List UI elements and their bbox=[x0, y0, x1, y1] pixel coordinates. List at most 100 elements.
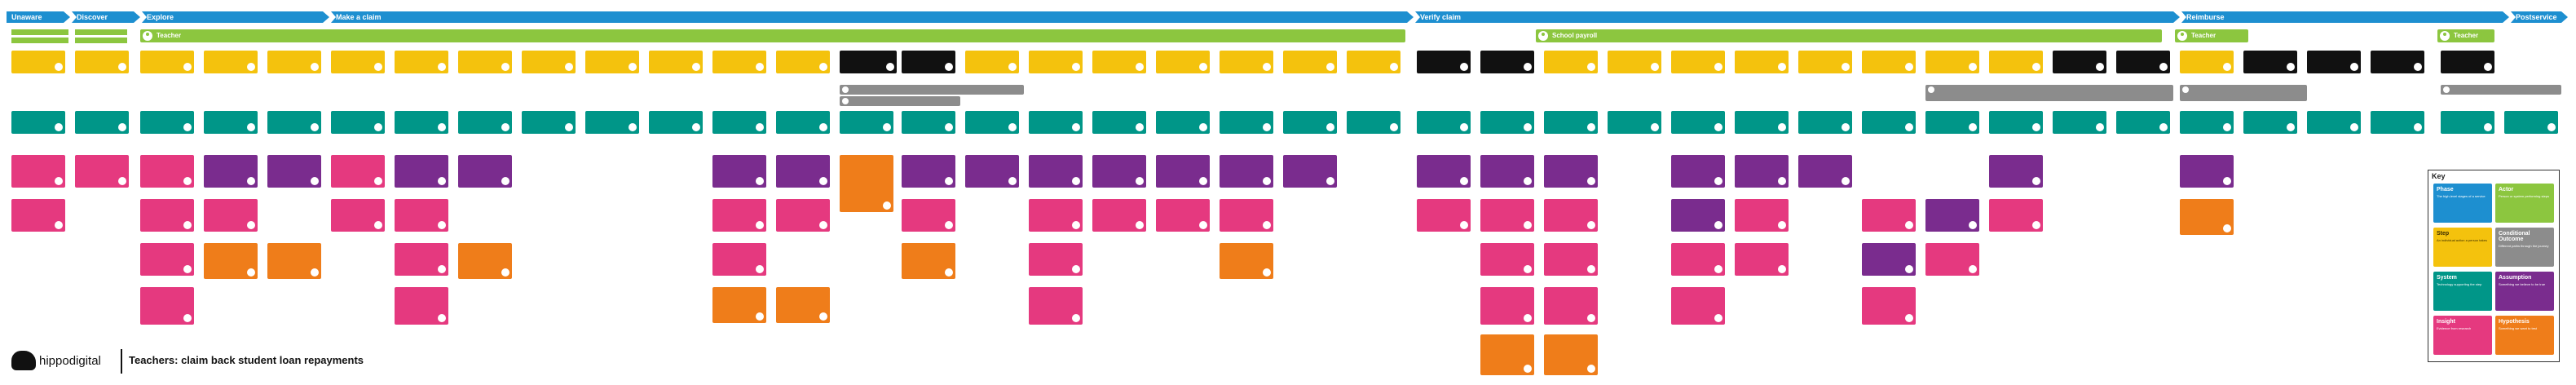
system-card bbox=[585, 111, 639, 134]
actor-bar-teacher: Teacher bbox=[140, 29, 1405, 42]
step-card-system bbox=[840, 51, 897, 73]
step-icon bbox=[1587, 63, 1595, 71]
insight-icon bbox=[1136, 221, 1144, 229]
step-card bbox=[965, 51, 1019, 73]
phase-label: Verify claim bbox=[1420, 13, 1462, 21]
insight-icon bbox=[183, 314, 192, 322]
system-icon bbox=[1008, 123, 1017, 131]
insight-icon bbox=[1199, 221, 1207, 229]
branch-icon bbox=[1928, 86, 1934, 93]
system-card bbox=[1925, 111, 1979, 134]
assumption-icon bbox=[1008, 177, 1017, 185]
assumption-icon bbox=[1326, 177, 1334, 185]
assumption-icon bbox=[819, 177, 827, 185]
insight-card bbox=[1671, 243, 1725, 276]
phase-verify-claim: Verify claim bbox=[1415, 11, 2180, 23]
system-icon bbox=[2096, 123, 2104, 131]
insight-card bbox=[1671, 287, 1725, 325]
insight-icon bbox=[183, 177, 192, 185]
insight-card bbox=[1029, 287, 1083, 325]
system-icon bbox=[1651, 123, 1659, 131]
insight-card bbox=[140, 155, 194, 188]
assumption-card bbox=[267, 155, 321, 188]
step-icon bbox=[2159, 63, 2168, 71]
system-card bbox=[2504, 111, 2558, 134]
assumption-icon bbox=[1969, 221, 1977, 229]
insight-card bbox=[1989, 199, 2043, 232]
system-icon bbox=[2350, 123, 2358, 131]
system-icon bbox=[1263, 123, 1271, 131]
insight-icon bbox=[438, 221, 446, 229]
insight-icon bbox=[1587, 265, 1595, 273]
assumption-icon bbox=[311, 177, 319, 185]
system-card bbox=[2243, 111, 2297, 134]
hypothesis-icon bbox=[756, 312, 764, 321]
conditional-outcome bbox=[1925, 85, 2173, 101]
system-card bbox=[965, 111, 1019, 134]
insight-card bbox=[1029, 199, 1083, 232]
actor-marker bbox=[75, 38, 127, 43]
insight-icon bbox=[438, 265, 446, 273]
conditional-outcome bbox=[840, 85, 1024, 95]
legend-label: System bbox=[2437, 275, 2457, 281]
step-card bbox=[1735, 51, 1789, 73]
insight-icon bbox=[756, 265, 764, 273]
system-card bbox=[2307, 111, 2361, 134]
insight-card bbox=[11, 199, 65, 232]
step-icon bbox=[692, 63, 700, 71]
system-icon bbox=[819, 123, 827, 131]
step-icon bbox=[438, 63, 446, 71]
insight-card bbox=[1029, 243, 1083, 276]
hippodigital-logo: hippodigital bbox=[11, 349, 174, 374]
step-icon bbox=[1263, 63, 1271, 71]
step-card-system bbox=[2053, 51, 2106, 73]
branch-icon bbox=[2182, 86, 2189, 93]
divider bbox=[121, 349, 122, 374]
insight-icon bbox=[1072, 221, 1080, 229]
assumption-card bbox=[1989, 155, 2043, 188]
step-card bbox=[1989, 51, 2043, 73]
system-card bbox=[712, 111, 766, 134]
step-card bbox=[1862, 51, 1916, 73]
system-icon bbox=[565, 123, 573, 131]
legend-actor: Actor Person or system performing steps bbox=[2495, 184, 2554, 223]
hypothesis-card bbox=[267, 243, 321, 279]
step-icon bbox=[2287, 63, 2295, 71]
step-icon bbox=[247, 63, 255, 71]
branch-icon bbox=[842, 98, 849, 104]
assumption-icon bbox=[247, 177, 255, 185]
system-icon bbox=[1842, 123, 1850, 131]
step-icon bbox=[1008, 63, 1017, 71]
system-card bbox=[1735, 111, 1789, 134]
legend-assumption: Assumption Something we believe to be tru… bbox=[2495, 272, 2554, 311]
step-card bbox=[1220, 51, 1273, 73]
phase-bar: Unaware Discover Explore Make a claim Ve… bbox=[7, 11, 2568, 23]
step-icon bbox=[1714, 63, 1722, 71]
step-card-system bbox=[2371, 51, 2424, 73]
actor-label: Teacher bbox=[157, 32, 182, 39]
system-icon bbox=[1778, 123, 1786, 131]
assumption-icon bbox=[1136, 177, 1144, 185]
insight-icon bbox=[1072, 314, 1080, 322]
step-card bbox=[11, 51, 65, 73]
system-card bbox=[2371, 111, 2424, 134]
step-icon bbox=[501, 63, 509, 71]
insight-icon bbox=[374, 177, 382, 185]
phase-make-a-claim: Make a claim bbox=[331, 11, 1414, 23]
insight-icon bbox=[183, 265, 192, 273]
hypothesis-icon bbox=[1263, 268, 1271, 277]
actor-marker bbox=[11, 29, 68, 35]
system-icon bbox=[183, 123, 192, 131]
actor-marker bbox=[75, 29, 127, 35]
legend-label: Actor bbox=[2499, 187, 2514, 192]
system-icon bbox=[1390, 123, 1398, 131]
assumption-icon bbox=[756, 177, 764, 185]
insight-icon bbox=[1714, 265, 1722, 273]
conditional-outcome bbox=[2441, 85, 2561, 95]
system-card bbox=[1989, 111, 2043, 134]
insight-icon bbox=[1778, 221, 1786, 229]
phase-reimburse: Reimburse bbox=[2181, 11, 2509, 23]
assumption-icon bbox=[1072, 177, 1080, 185]
step-icon bbox=[1905, 63, 1913, 71]
system-card bbox=[1798, 111, 1852, 134]
